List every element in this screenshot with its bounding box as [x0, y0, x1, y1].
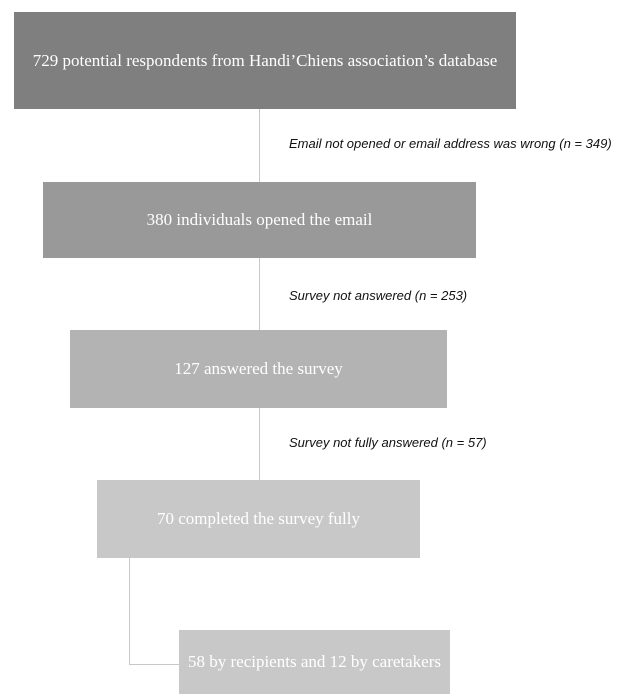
connector-1-2	[259, 109, 260, 182]
exclusion-note-2-text: Survey not answered (n = 253)	[289, 288, 468, 303]
flow-step-4: 70 completed the survey fully	[97, 480, 420, 558]
connector-4-5-horizontal	[129, 664, 179, 665]
flow-step-1-text: 729 potential respondents from Handi’Chi…	[32, 50, 498, 70]
flow-step-4-text: 70 completed the survey fully	[156, 509, 360, 528]
exclusion-note-1: Email not opened or email address was wr…	[289, 136, 612, 151]
flow-step-5-text: 58 by recipients and 12 by caretakers	[187, 652, 442, 671]
flow-step-2: 380 individuals opened the email	[43, 182, 476, 258]
connector-3-4	[259, 408, 260, 480]
flow-step-3: 127 answered the survey	[70, 330, 447, 408]
exclusion-note-1-text: Email not opened or email address was wr…	[289, 136, 612, 151]
exclusion-note-3: Survey not fully answered (n = 57)	[289, 435, 487, 450]
flow-step-2-text: 380 individuals opened the email	[146, 210, 373, 229]
flow-step-1: 729 potential respondents from Handi’Chi…	[14, 12, 516, 109]
exclusion-note-3-text: Survey not fully answered (n = 57)	[289, 435, 487, 450]
flow-step-3-text: 127 answered the survey	[174, 359, 343, 378]
flow-step-5: 58 by recipients and 12 by caretakers	[179, 630, 450, 694]
connector-4-5-vertical	[129, 558, 130, 664]
connector-2-3	[259, 258, 260, 330]
exclusion-note-2: Survey not answered (n = 253)	[289, 288, 467, 303]
